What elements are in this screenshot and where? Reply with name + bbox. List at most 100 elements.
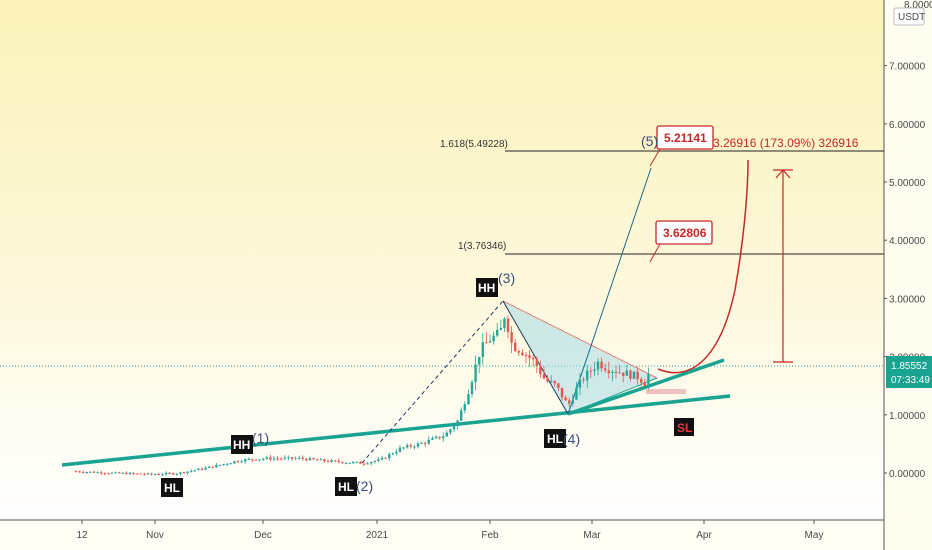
target-box-upper[interactable]	[656, 125, 714, 150]
candle-body	[96, 472, 99, 474]
candle-body	[283, 457, 286, 459]
pivot-badge-hl-2	[335, 477, 357, 496]
candle-body	[413, 446, 416, 448]
candle-body	[226, 463, 229, 465]
candle-body	[427, 439, 430, 444]
candle-body	[110, 472, 114, 474]
x-tick-label: 12	[76, 530, 88, 541]
candle-body	[578, 379, 582, 388]
candle-body	[139, 473, 142, 475]
candle-body	[125, 472, 128, 475]
wave-label-2: (2)	[356, 478, 373, 494]
candle-body	[121, 472, 124, 474]
wave-label-1: (1)	[252, 430, 269, 446]
candle-body	[233, 461, 236, 464]
pivot-label-hl-2: HL	[338, 480, 354, 494]
candle-body	[492, 335, 495, 342]
candle-body	[481, 342, 484, 357]
candle-body	[416, 443, 420, 447]
candle-body	[460, 410, 463, 421]
candle-body	[438, 436, 441, 439]
target-box-upper-label: 5.21141	[664, 131, 707, 145]
candle-body	[467, 394, 470, 405]
candle-body	[258, 459, 261, 461]
candle-body	[362, 463, 366, 465]
candle-body	[571, 399, 574, 404]
currency-label: USDT	[898, 12, 925, 23]
candle-body	[244, 459, 247, 462]
wave-line-3-4	[502, 300, 569, 415]
price-badge-countdown: 07:33:49	[891, 375, 930, 386]
candle-body	[643, 382, 646, 386]
target-box-lower[interactable]	[655, 220, 713, 245]
candle-body	[172, 473, 175, 475]
candle-body	[290, 457, 294, 459]
target-pointer-upper	[649, 148, 661, 167]
candle-body	[78, 471, 81, 473]
stop-loss-zone[interactable]	[646, 389, 686, 394]
currency-badge	[893, 7, 925, 26]
candle-body	[395, 451, 398, 454]
long-trendline[interactable]	[61, 394, 731, 467]
candle-body	[503, 318, 506, 328]
candle-body	[157, 474, 160, 476]
candle-body	[276, 458, 279, 460]
candle-body	[179, 472, 182, 474]
y-tick-label: 7.00000	[889, 62, 926, 73]
candle-body	[337, 460, 340, 463]
x-tick-label: Dec	[254, 530, 272, 541]
candle-body	[211, 466, 214, 468]
candle-body	[190, 470, 193, 472]
candle-body	[377, 459, 380, 462]
triangle-pattern[interactable]	[503, 301, 657, 414]
candle-body	[553, 380, 556, 384]
candle-body	[409, 445, 412, 447]
candle-body	[200, 468, 204, 470]
candle-body	[391, 453, 394, 455]
candle-body	[586, 370, 589, 381]
candle-body	[352, 462, 355, 464]
wave-label-5: (5)	[641, 133, 658, 149]
candle-body	[312, 458, 315, 460]
candle-body	[161, 474, 164, 476]
candle-body	[456, 420, 459, 427]
candle-body	[528, 355, 531, 358]
short-trendline[interactable]	[567, 358, 725, 416]
candle-body	[301, 457, 304, 459]
y-tick-label: 3.00000	[889, 294, 926, 305]
stop-loss-label: SL	[677, 421, 692, 435]
candle-body	[355, 461, 358, 463]
pivot-label-hl-start: HL	[164, 481, 180, 495]
candle-body	[550, 380, 553, 382]
candle-body	[254, 459, 258, 461]
candle-body	[647, 373, 650, 386]
measurement-arrow-head	[775, 169, 791, 179]
candle-body	[596, 361, 600, 370]
candle-body	[100, 472, 103, 474]
candle-body	[560, 387, 564, 398]
candle-body	[114, 472, 117, 474]
candle-body	[128, 472, 132, 475]
candle-body	[539, 365, 542, 375]
candle-body	[517, 351, 520, 353]
candle-body	[272, 458, 276, 460]
y-tick-label: 0.00000	[889, 469, 926, 480]
candle-body	[398, 447, 402, 452]
candle-body	[614, 371, 618, 373]
candle-body	[496, 329, 499, 336]
candle-body	[316, 459, 319, 461]
candle-body	[265, 457, 268, 459]
projection-curve[interactable]	[657, 159, 749, 374]
candle-body	[557, 383, 560, 388]
y-tick-label: 5.00000	[889, 178, 926, 189]
candle-body	[406, 445, 409, 448]
candle-body	[204, 467, 207, 470]
candle-body	[402, 447, 405, 449]
candle-body	[154, 474, 157, 476]
candle-body	[298, 457, 301, 459]
price-scale-background	[884, 0, 932, 550]
candle-body	[197, 468, 200, 471]
candle-body	[499, 327, 502, 330]
